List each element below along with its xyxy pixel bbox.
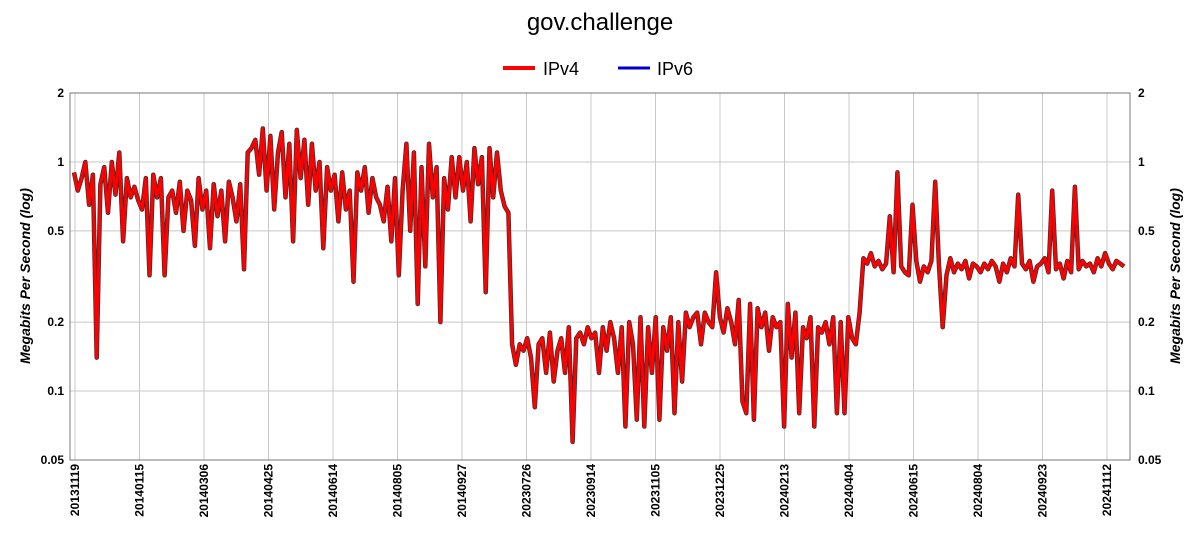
series-ipv4-outline (71, 126, 1126, 445)
legend-label-ipv4: IPv4 (543, 59, 579, 79)
x-axis: 20131119 20140115 20140306 20140425 20140614… (68, 464, 1114, 518)
y-axis-label-right: Megabits Per Second (log) (1167, 188, 1183, 364)
y-tick-label-right: 0.1 (1138, 384, 1155, 398)
y-tick-label-left: 0.05 (41, 453, 65, 467)
y-axis-label-left: Megabits Per Second (log) (17, 188, 33, 364)
y-tick-label-right: 2 (1138, 86, 1145, 100)
y-tick-label-left: 0.1 (47, 384, 64, 398)
x-tick-label: 20241112 (1100, 464, 1114, 516)
x-tick-label: 20240404 (842, 464, 856, 518)
x-tick-label: 20131119 (68, 464, 82, 516)
legend: IPv4 IPv6 (503, 59, 693, 79)
x-tick-label: 20230914 (584, 464, 598, 518)
y-tick-label-left: 2 (57, 86, 64, 100)
x-tick-label: 20231225 (713, 464, 727, 518)
y-tick-label-right: 0.2 (1138, 315, 1155, 329)
y-tick-label-right: 0.05 (1138, 453, 1162, 467)
y-axis-right: 0.05 0.1 0.2 0.5 1 2 (1138, 86, 1162, 467)
legend-label-ipv6: IPv6 (657, 59, 693, 79)
x-tick-label: 20230726 (520, 464, 534, 518)
y-tick-label-left: 0.5 (47, 224, 64, 238)
plot-frame (69, 92, 1131, 461)
y-tick-label-right: 0.5 (1138, 224, 1155, 238)
y-tick-label-left: 1 (57, 155, 64, 169)
x-tick-label: 20240213 (778, 464, 792, 518)
x-tick-label: 20140425 (262, 464, 276, 518)
series-ipv4 (71, 126, 1126, 445)
chart-title: gov.challenge (527, 9, 673, 36)
x-tick-label: 20140115 (133, 464, 147, 517)
x-tick-label: 20240615 (907, 464, 921, 518)
x-tick-label: 20140805 (391, 464, 405, 518)
x-tick-label: 20140927 (455, 464, 469, 518)
y-axis-left: 0.05 0.1 0.2 0.5 1 2 (41, 86, 65, 467)
x-tick-label: 20231105 (649, 464, 663, 517)
series-ipv4-line (72, 127, 1125, 444)
y-tick-label-left: 0.2 (47, 315, 64, 329)
y-tick-label-right: 1 (1138, 155, 1145, 169)
x-tick-label: 20140306 (197, 464, 211, 518)
x-tick-label: 20240923 (1036, 464, 1050, 518)
x-tick-label: 20140614 (326, 464, 340, 518)
x-tick-label: 20240804 (971, 464, 985, 518)
